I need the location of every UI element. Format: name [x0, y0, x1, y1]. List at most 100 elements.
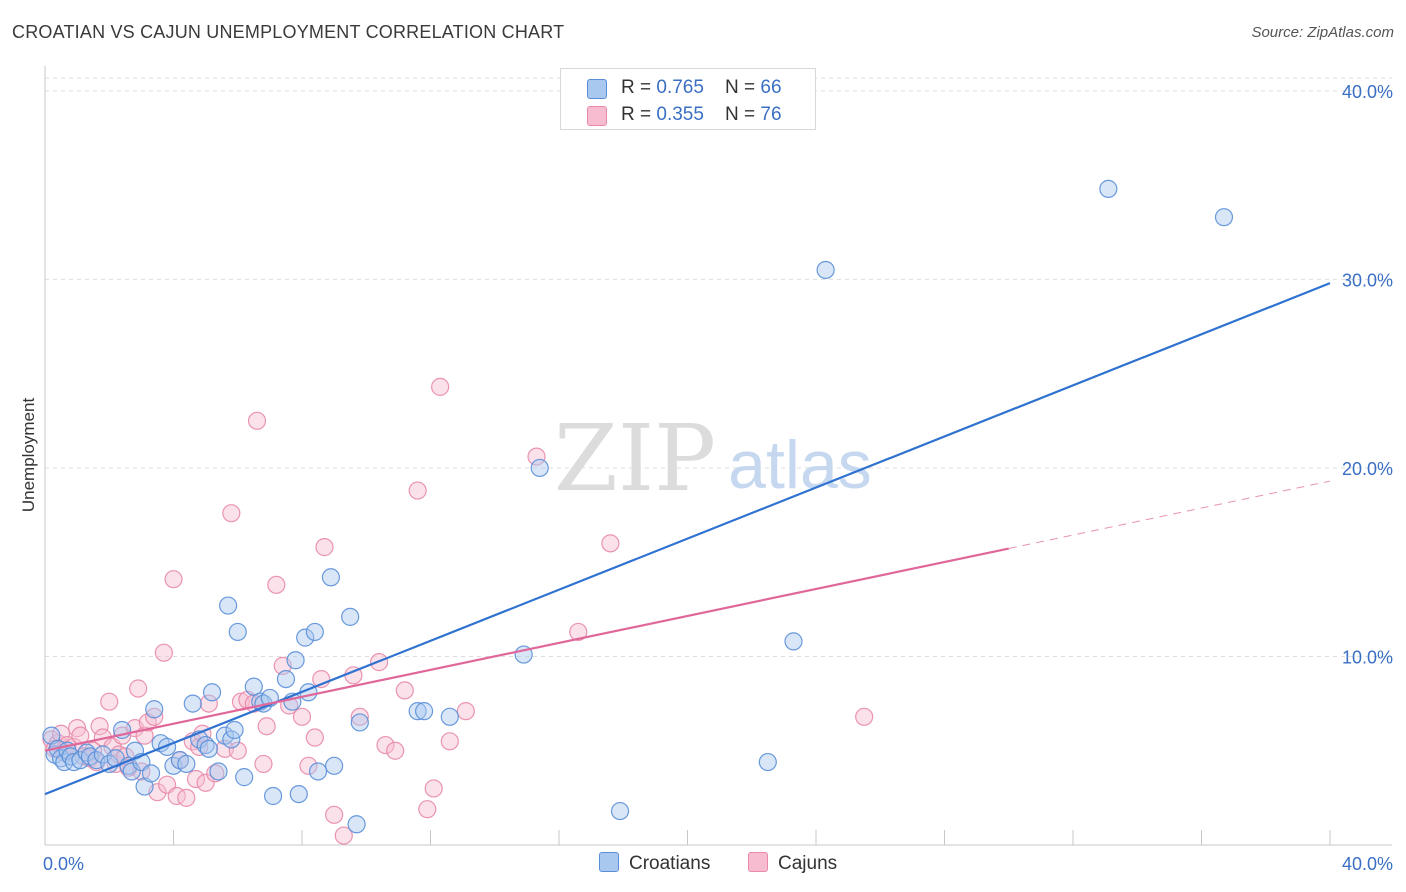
- cajuns-point: [334, 826, 353, 845]
- croatians-legend-swatch: [599, 852, 619, 872]
- y-tick-label: 20.0%: [1342, 459, 1393, 479]
- croatians-point: [199, 739, 218, 758]
- cajuns-point: [145, 707, 164, 726]
- croatians-point: [183, 694, 202, 713]
- croatians-r-value: 0.765: [656, 77, 704, 98]
- cajuns-point: [325, 805, 344, 824]
- croatians-point: [414, 702, 434, 721]
- y-tick-label: 30.0%: [1342, 270, 1393, 290]
- chart-title: CROATIAN VS CAJUN UNEMPLOYMENT CORRELATI…: [12, 22, 565, 42]
- cajuns-point: [100, 692, 119, 711]
- croatians-point: [289, 784, 308, 804]
- croatians-point: [408, 702, 427, 721]
- croatians-point: [235, 768, 254, 787]
- x-tick-label: 0.0%: [43, 854, 84, 874]
- tick-labels-layer: 10.0% 20.0% 30.0% 40.0% 0.0% 40.0%: [43, 82, 1393, 874]
- croatians-point: [145, 700, 164, 719]
- cajuns-point: [456, 702, 475, 721]
- croatians-point: [296, 628, 315, 647]
- cajuns-n-value: 76: [760, 104, 782, 125]
- croatians-point: [325, 756, 344, 775]
- axis-layer: [44, 66, 1392, 846]
- cajuns-point: [408, 481, 427, 500]
- croatians-point: [64, 752, 84, 772]
- cajuns-point: [855, 707, 874, 726]
- cajuns-r-label: R =: [621, 104, 657, 125]
- croatians-point: [219, 596, 238, 615]
- cajuns-point: [569, 622, 588, 642]
- croatians-legend-label: Croatians: [629, 853, 711, 874]
- croatians-point: [816, 260, 835, 280]
- grid-layer: [45, 77, 1392, 657]
- croatians-point: [758, 752, 777, 772]
- croatians-point: [530, 458, 549, 478]
- cajuns-point: [431, 377, 450, 396]
- croatians-point: [141, 764, 161, 783]
- legend-item-croatians[interactable]: Croatians: [599, 852, 710, 875]
- croatians-point: [276, 669, 296, 689]
- cajuns-point: [350, 707, 369, 726]
- cajuns-n-label: N =: [725, 104, 761, 125]
- croatians-n-label: N =: [725, 77, 761, 98]
- cajuns-point: [222, 504, 241, 523]
- cajuns-legend-swatch: [748, 852, 768, 872]
- cajuns-trend-line: [44, 547, 1009, 752]
- cajuns-point: [90, 717, 109, 736]
- cajuns-point: [164, 570, 183, 589]
- y-axis-label: Unemployment: [19, 398, 38, 513]
- cajuns-point: [386, 741, 405, 760]
- cajuns-point: [154, 643, 173, 662]
- croatians-point: [784, 632, 803, 651]
- cajuns-point: [186, 769, 206, 789]
- croatians-point: [347, 815, 366, 834]
- croatians-point: [350, 713, 369, 732]
- cajuns-point: [418, 800, 437, 819]
- cajuns-point: [440, 732, 459, 751]
- croatians-point: [1099, 179, 1118, 198]
- croatians-n-value: 66: [760, 77, 782, 98]
- cajuns-point: [376, 735, 395, 755]
- cajuns-point: [315, 538, 334, 557]
- cajuns-r-value: 0.355: [656, 104, 704, 125]
- croatians-point: [341, 607, 360, 626]
- cajuns-point: [247, 411, 267, 430]
- x-tick-label: 40.0%: [1342, 854, 1393, 874]
- cajuns-point: [228, 741, 247, 760]
- croatians-point: [286, 651, 305, 670]
- cajuns-point: [395, 681, 414, 700]
- croatians-point: [440, 707, 459, 726]
- croatians-point: [308, 762, 328, 781]
- cajuns-point: [527, 447, 546, 466]
- croatians-point: [305, 622, 324, 642]
- cajuns-point: [601, 534, 620, 553]
- cajuns-swatch: [587, 106, 607, 126]
- croatians-point: [1214, 208, 1234, 227]
- croatians-r-label: R =: [621, 77, 657, 98]
- croatians-point: [321, 568, 341, 587]
- cajuns-legend-label: Cajuns: [778, 853, 838, 874]
- cajuns-point: [254, 754, 273, 774]
- cajuns-point: [305, 728, 324, 747]
- cajuns-point: [177, 788, 196, 807]
- cajuns-point: [196, 773, 215, 792]
- croatians-points: [42, 179, 1234, 834]
- watermark-zip: ZIP: [554, 405, 716, 512]
- cajuns-point: [129, 679, 148, 698]
- croatians-point: [177, 754, 196, 774]
- croatians-point: [228, 622, 247, 642]
- stats-legend: R = 0.765 N = 66 R = 0.355 N = 76: [560, 68, 816, 130]
- croatians-trend-line: [44, 282, 1331, 796]
- watermark-atlas: atlas: [728, 427, 872, 503]
- y-tick-label: 10.0%: [1342, 647, 1393, 667]
- croatians-point: [610, 801, 630, 821]
- cajuns-point: [292, 707, 312, 726]
- y-tick-label: 40.0%: [1342, 82, 1393, 102]
- cajuns-point: [299, 756, 318, 775]
- croatians-point: [263, 786, 283, 806]
- cajuns-point: [199, 694, 218, 713]
- cajuns-point: [267, 575, 286, 594]
- croatians-point: [71, 751, 90, 770]
- legend-item-cajuns[interactable]: Cajuns: [748, 852, 837, 875]
- cajuns-point: [424, 779, 443, 798]
